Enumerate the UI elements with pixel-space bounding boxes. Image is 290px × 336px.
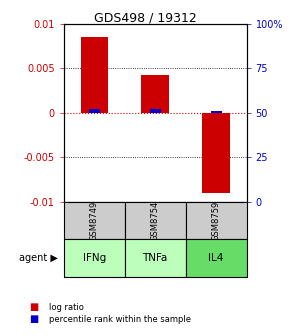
Bar: [202, 113, 230, 193]
Text: ■: ■: [29, 314, 38, 324]
Text: GSM8749: GSM8749: [90, 200, 99, 241]
Text: log ratio: log ratio: [49, 303, 84, 312]
Text: GSM8754: GSM8754: [151, 200, 160, 241]
Text: percentile rank within the sample: percentile rank within the sample: [49, 315, 191, 324]
Text: GDS498 / 19312: GDS498 / 19312: [94, 12, 196, 25]
Text: TNFa: TNFa: [142, 253, 168, 263]
Bar: [150, 109, 161, 113]
Bar: [211, 111, 222, 113]
Text: agent ▶: agent ▶: [19, 253, 58, 263]
Bar: [89, 109, 100, 113]
Text: GSM8759: GSM8759: [211, 200, 221, 241]
Text: IL4: IL4: [208, 253, 224, 263]
Bar: [81, 37, 108, 113]
Text: IFNg: IFNg: [83, 253, 106, 263]
Text: ■: ■: [29, 302, 38, 312]
Bar: [142, 75, 169, 113]
